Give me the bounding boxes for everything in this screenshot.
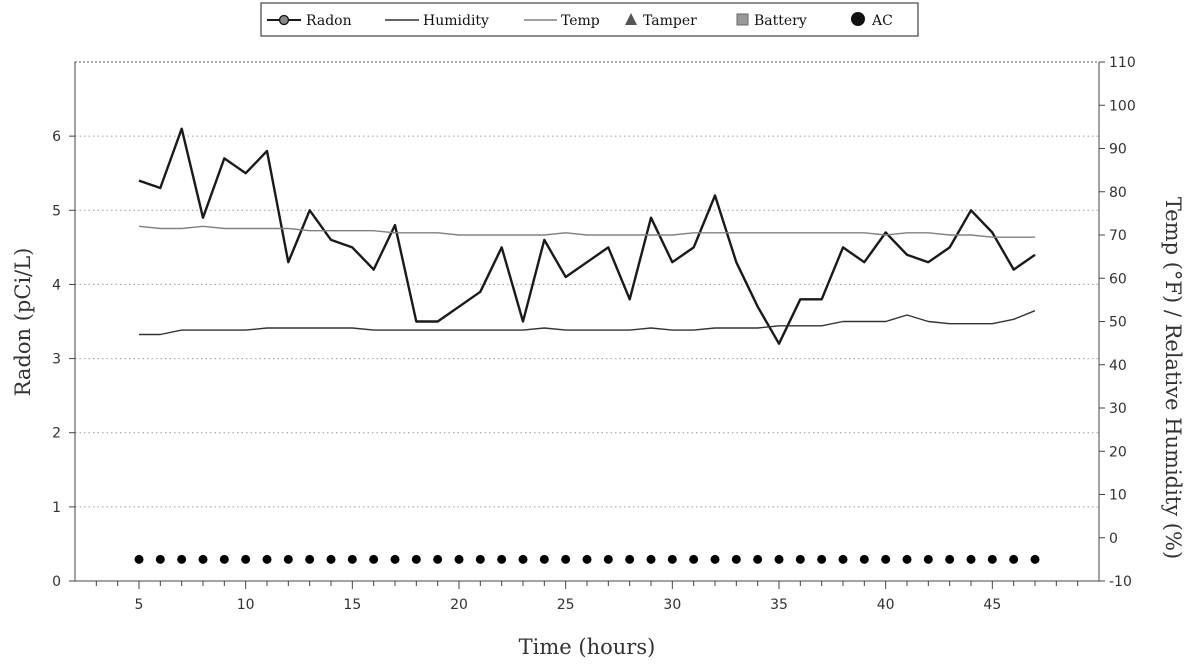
square-icon (736, 13, 749, 26)
series-layer (134, 127, 1040, 564)
ac-marker (305, 554, 315, 564)
humidity-line (139, 310, 1036, 336)
ac-marker (923, 554, 933, 564)
ac-marker (326, 554, 336, 564)
ac-marker (539, 554, 549, 564)
y2-tick-label: 100 (1109, 98, 1136, 114)
ac-marker (518, 554, 528, 564)
y2-tick-label: 20 (1109, 444, 1127, 460)
ac-marker (561, 554, 571, 564)
x-tick-label: 20 (450, 597, 468, 613)
y2-tick-label: 70 (1109, 228, 1127, 244)
legend-item-battery: Battery (736, 13, 807, 29)
y2-tick-label: 80 (1109, 185, 1127, 201)
ac-marker (731, 554, 741, 564)
y-tick-label: 3 (52, 352, 61, 368)
temp-line (138, 225, 1035, 238)
ac-marker (1030, 554, 1040, 564)
x-tick-label: 10 (237, 597, 255, 613)
x-tick-label: 45 (983, 597, 1001, 613)
ac-marker (987, 554, 997, 564)
ac-marker (902, 554, 912, 564)
plot-area-frame (74, 61, 1100, 582)
legend-label-humidity: Humidity (423, 13, 489, 29)
ac-marker (369, 554, 379, 564)
filled-circle-icon (851, 12, 865, 26)
y2-tick-label: 90 (1109, 142, 1127, 158)
gridlines (75, 135, 1099, 508)
legend-item-radon: Radon (267, 13, 352, 29)
ac-marker (753, 554, 763, 564)
y2-tick-label: 10 (1109, 488, 1127, 504)
ac-marker (646, 554, 656, 564)
x-tick-label: 40 (877, 597, 895, 613)
ac-marker (859, 554, 869, 564)
y2-tick-label: -10 (1109, 574, 1132, 590)
x-tick-label: 15 (343, 597, 361, 613)
ac-marker (155, 554, 165, 564)
legend-label-battery: Battery (754, 13, 807, 29)
ac-marker (625, 554, 635, 564)
y2-tick-label: 110 (1109, 55, 1136, 71)
y-tick-label: 4 (52, 277, 61, 293)
ac-marker (454, 554, 464, 564)
ac-marker (945, 554, 955, 564)
ac-marker (134, 554, 144, 564)
legend-label-temp: Temp (561, 13, 600, 29)
ac-marker (710, 554, 720, 564)
ac-marker (497, 554, 507, 564)
legend-item-ac: AC (851, 12, 893, 29)
ac-marker (1009, 554, 1019, 564)
y2-tick-label: 50 (1109, 315, 1127, 331)
y-tick-label: 0 (52, 574, 61, 590)
ac-marker (881, 554, 891, 564)
triangle-icon (625, 13, 637, 25)
ac-marker (241, 554, 251, 564)
y2-tick-label: 60 (1109, 271, 1127, 287)
ac-marker (582, 554, 592, 564)
x-tick-label: 25 (557, 597, 575, 613)
ac-marker (774, 554, 784, 564)
ac-marker (347, 554, 357, 564)
ac-marker (177, 554, 187, 564)
y2-tick-label: 0 (1109, 531, 1118, 547)
ac-marker (219, 554, 229, 564)
ac-marker (283, 554, 293, 564)
ac-marker (475, 554, 485, 564)
ac-marker (817, 554, 827, 564)
ac-marker (411, 554, 421, 564)
ac-marker (433, 554, 443, 564)
ac-marker (838, 554, 848, 564)
legend-label-radon: Radon (306, 13, 352, 29)
y-tick-label: 2 (52, 426, 61, 442)
ac-marker (390, 554, 400, 564)
x-tick-label: 5 (135, 597, 144, 613)
legend: Radon Humidity Temp Tamper Battery AC (260, 2, 919, 37)
ac-marker (966, 554, 976, 564)
y-axis-title: Radon (pCi/L) (11, 248, 35, 397)
legend-label-ac: AC (871, 13, 893, 29)
x-axis-title: Time (hours) (519, 635, 656, 659)
ac-marker (603, 554, 613, 564)
y-tick-label: 6 (52, 129, 61, 145)
ac-marker (667, 554, 677, 564)
y2-axis-title: Temp (°F) / Relative Humidity (%) (1161, 197, 1185, 559)
x-tick-label: 30 (663, 597, 681, 613)
legend-item-temp: Temp (524, 13, 600, 29)
legend-item-tamper: Tamper (625, 13, 697, 29)
legend-item-humidity: Humidity (385, 13, 489, 29)
y2-tick-label: 40 (1109, 358, 1127, 374)
y-tick-label: 5 (52, 203, 61, 219)
y-tick-label: 1 (52, 500, 61, 516)
x-tick-label: 35 (770, 597, 788, 613)
axes: 5 10 15 20 25 30 35 40 450123456-100102030405060… (52, 55, 1136, 613)
ac-marker (262, 554, 272, 564)
ac-marker (689, 554, 699, 564)
ac-marker (795, 554, 805, 564)
legend-label-tamper: Tamper (643, 13, 697, 29)
radon-line (138, 127, 1036, 345)
ac-marker (198, 554, 208, 564)
y2-tick-label: 30 (1109, 401, 1127, 417)
